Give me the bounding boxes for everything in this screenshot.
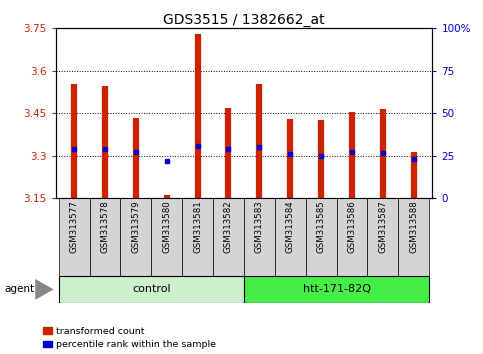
Text: GSM313584: GSM313584 (286, 201, 295, 253)
Text: GSM313586: GSM313586 (347, 201, 356, 253)
Bar (275, 198, 306, 276)
Bar (244, 276, 429, 303)
Text: GSM313577: GSM313577 (70, 201, 79, 253)
Text: control: control (132, 284, 170, 295)
Bar (337, 198, 368, 276)
Bar (368, 198, 398, 276)
Text: GSM313578: GSM313578 (100, 201, 110, 253)
Text: GSM313587: GSM313587 (378, 201, 387, 253)
Title: GDS3515 / 1382662_at: GDS3515 / 1382662_at (163, 13, 325, 27)
Text: GSM313582: GSM313582 (224, 201, 233, 253)
Bar (244, 198, 275, 276)
Bar (120, 198, 151, 276)
Text: GSM313588: GSM313588 (409, 201, 418, 253)
Polygon shape (35, 279, 54, 300)
Text: agent: agent (5, 284, 35, 295)
Bar (89, 198, 120, 276)
Text: GSM313579: GSM313579 (131, 201, 141, 253)
Text: GSM313585: GSM313585 (317, 201, 326, 253)
Bar (58, 198, 89, 276)
Text: GSM313580: GSM313580 (162, 201, 171, 253)
Bar (182, 198, 213, 276)
Bar (306, 198, 337, 276)
Bar (213, 198, 244, 276)
Text: GSM313581: GSM313581 (193, 201, 202, 253)
Text: htt-171-82Q: htt-171-82Q (302, 284, 370, 295)
Bar (398, 198, 429, 276)
Bar (58, 276, 244, 303)
Text: GSM313583: GSM313583 (255, 201, 264, 253)
Legend: transformed count, percentile rank within the sample: transformed count, percentile rank withi… (43, 326, 215, 349)
Bar (151, 198, 182, 276)
